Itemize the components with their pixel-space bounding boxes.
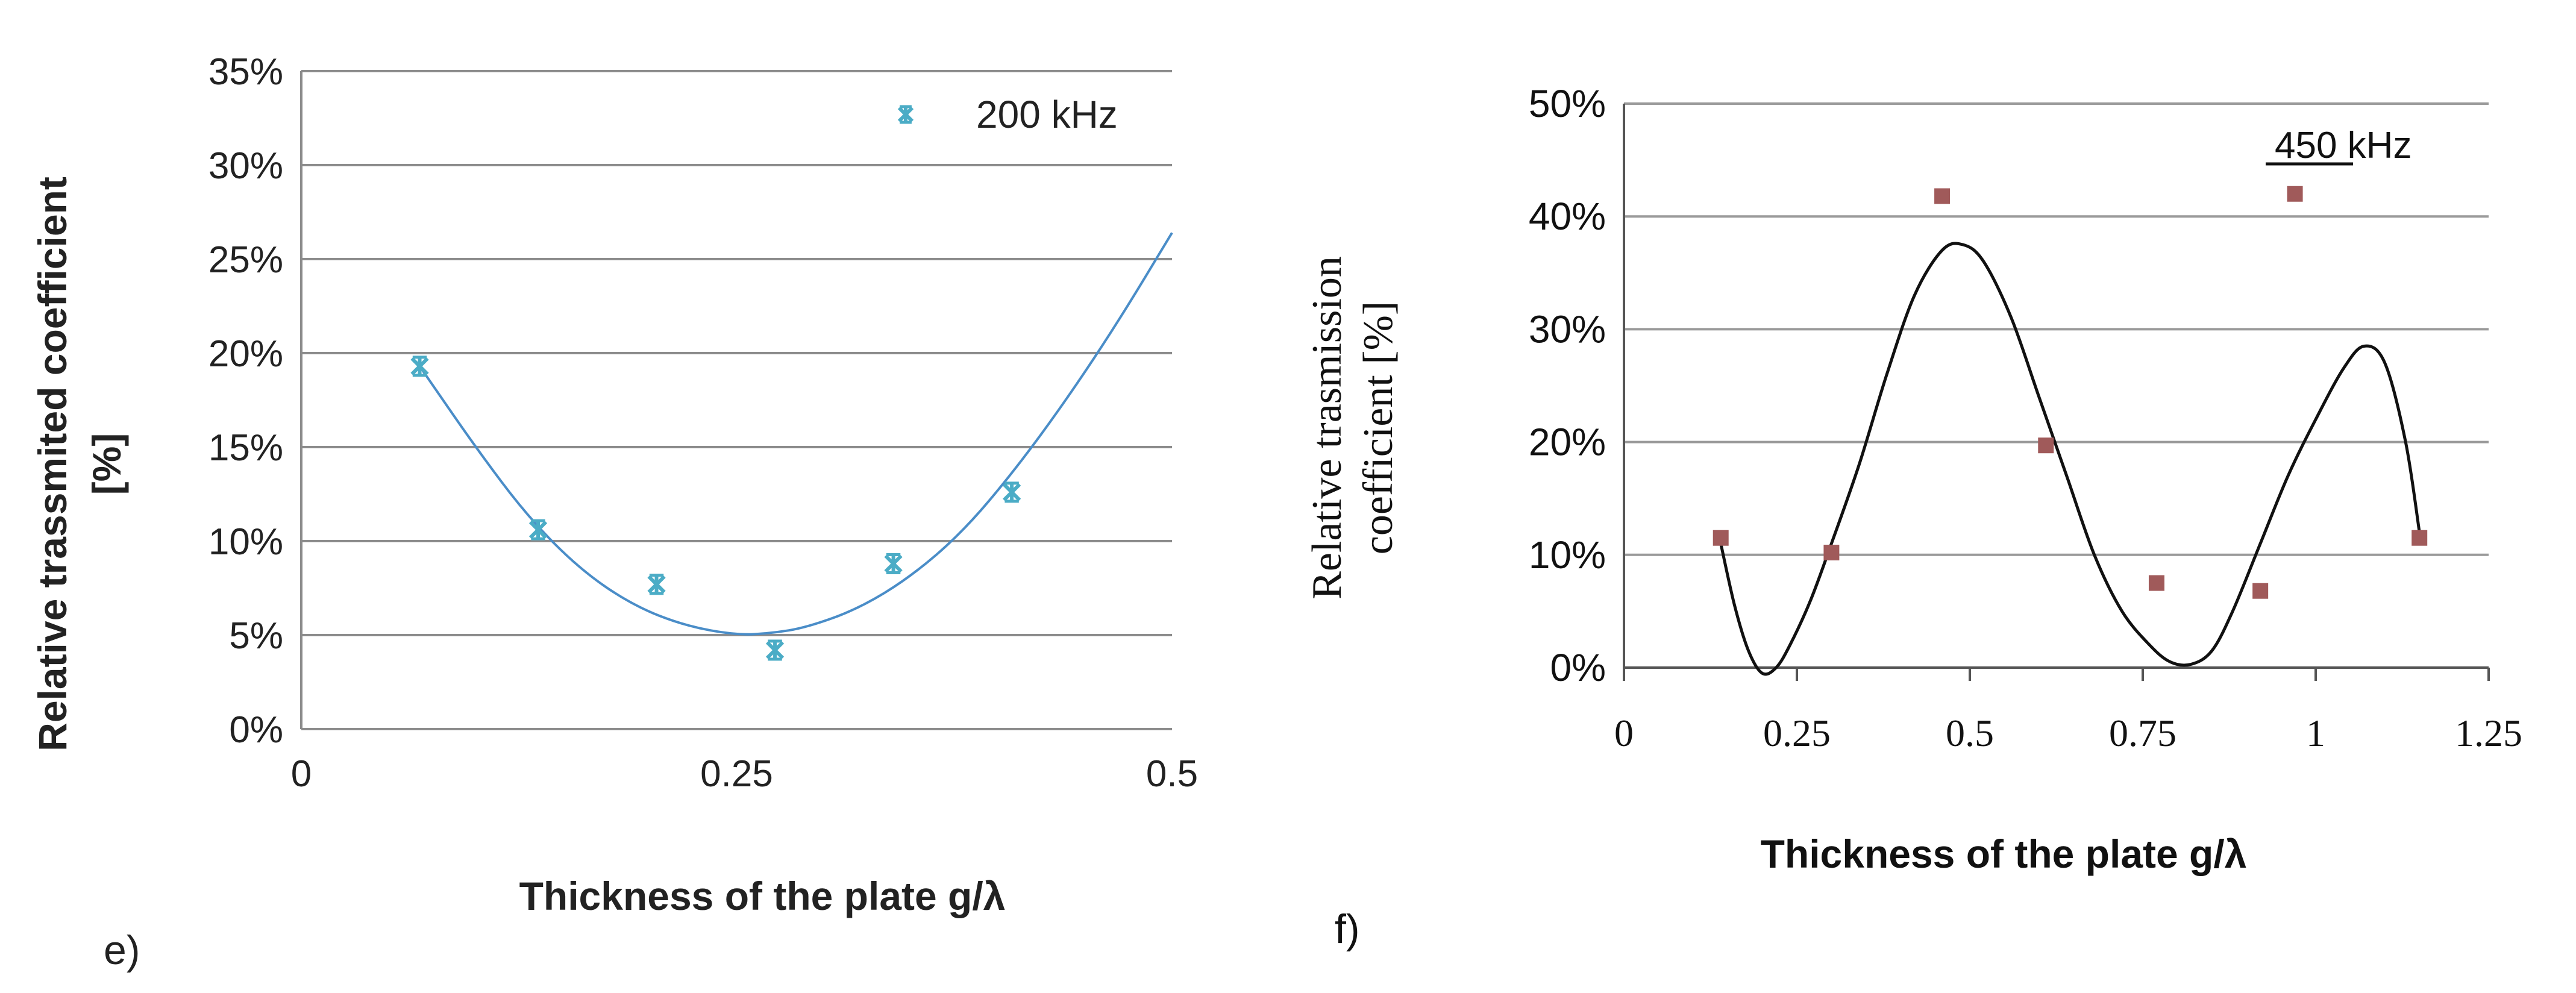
chart-f-legend-label: 450 kHz: [2275, 125, 2411, 166]
chart-e-xlabel: Thickness of the plate g/λ: [519, 874, 1006, 918]
y-tick-label: 30%: [208, 145, 283, 187]
chart-e-trendline: [418, 232, 1173, 636]
chart-f-curve-group: [1719, 242, 2421, 676]
chart-e-panel-label: e): [104, 927, 140, 973]
chart-e-y-tick-labels: 0% 5% 10% 15% 20% 25% 30% 35%: [208, 51, 283, 751]
y-tick-label: 0%: [1550, 646, 1606, 689]
x-tick-label: 0.5: [1946, 712, 1994, 754]
chart-e-ylabel-line2: [%]: [84, 433, 129, 495]
chart-f-point: [2252, 583, 2269, 599]
chart-e-legend-marker: [897, 105, 914, 124]
x-tick-label: 1: [2306, 712, 2325, 754]
y-tick-label: 20%: [1529, 421, 1606, 464]
chart-e-points: [410, 356, 1021, 661]
x-tick-label: 0.25: [1763, 712, 1831, 754]
chart-f-point: [1934, 188, 1951, 204]
chart-e-point: [884, 553, 903, 574]
chart-f-y-tick-labels: 0% 10% 20% 30% 40% 50%: [1529, 82, 1606, 689]
chart-f-ylabel-line1: Relative trasmission: [1304, 256, 1350, 600]
chart-f-panel-label: f): [1335, 906, 1360, 952]
chart-f-point: [2287, 186, 2303, 202]
chart-e-trendline-group: [418, 232, 1173, 636]
chart-e-gridlines: [300, 70, 1172, 730]
chart-e-point: [528, 519, 548, 540]
chart-e-point: [1002, 481, 1021, 503]
chart-f-gridlines: [1623, 102, 2490, 681]
y-tick-label: 50%: [1529, 82, 1606, 125]
chart-f-points: [1713, 186, 2428, 599]
chart-e-x-tick-labels: 0 0.25 0.5: [291, 753, 1198, 795]
y-tick-label: 10%: [208, 521, 283, 563]
chart-f-xlabel: Thickness of the plate g/λ: [1761, 832, 2247, 876]
chart-e-ylabel-line1: Relative trassmited coefficient: [30, 177, 75, 751]
x-tick-label: 0: [291, 753, 312, 795]
chart-e-point: [410, 356, 429, 377]
y-tick-label: 25%: [208, 239, 283, 281]
chart-e: 0%5%10%15%20%25%30%35% 0 0.25 0.5 200 kHz …: [30, 51, 1198, 973]
y-tick-label: 20%: [208, 333, 283, 375]
chart-e-legend-label: 200 kHz: [976, 93, 1118, 136]
chart-e-point: [765, 639, 785, 661]
y-tick-label: 35%: [208, 51, 283, 93]
y-tick-label: 0%: [229, 709, 283, 751]
chart-f-legend: 450 kHz: [2266, 125, 2411, 166]
chart-f-point: [2038, 437, 2054, 454]
chart-f-point: [1713, 530, 1729, 546]
chart-e-legend: 200 kHz: [897, 93, 1118, 136]
chart-f-point: [1823, 545, 1840, 561]
y-tick-label: 30%: [1529, 307, 1606, 351]
y-tick-label: 15%: [208, 427, 283, 469]
chart-f: 0% 10% 20% 30% 40% 50% 0 0.25 0.5 0.75 1 1.25 450 …: [1304, 82, 2522, 952]
chart-e-point: [647, 574, 666, 595]
chart-f-ylabel-line2: coefficient [%]: [1355, 301, 1402, 554]
x-tick-label: 0.5: [1146, 753, 1198, 795]
x-tick-label: 0: [1614, 712, 1634, 754]
x-tick-label: 1.25: [2455, 712, 2522, 754]
chart-f-curve: [1719, 242, 2421, 676]
chart-f-point: [2411, 530, 2428, 546]
y-tick-label: 40%: [1529, 195, 1606, 238]
chart-f-point: [2148, 575, 2164, 591]
x-tick-label: 0.25: [700, 753, 773, 795]
x-tick-label: 0.75: [2109, 712, 2176, 754]
y-tick-label: 10%: [1529, 533, 1606, 577]
y-tick-label: 5%: [229, 615, 283, 657]
chart-f-x-tick-labels: 0 0.25 0.5 0.75 1 1.25: [1614, 712, 2522, 754]
chart-e-legend-star: [897, 105, 914, 124]
